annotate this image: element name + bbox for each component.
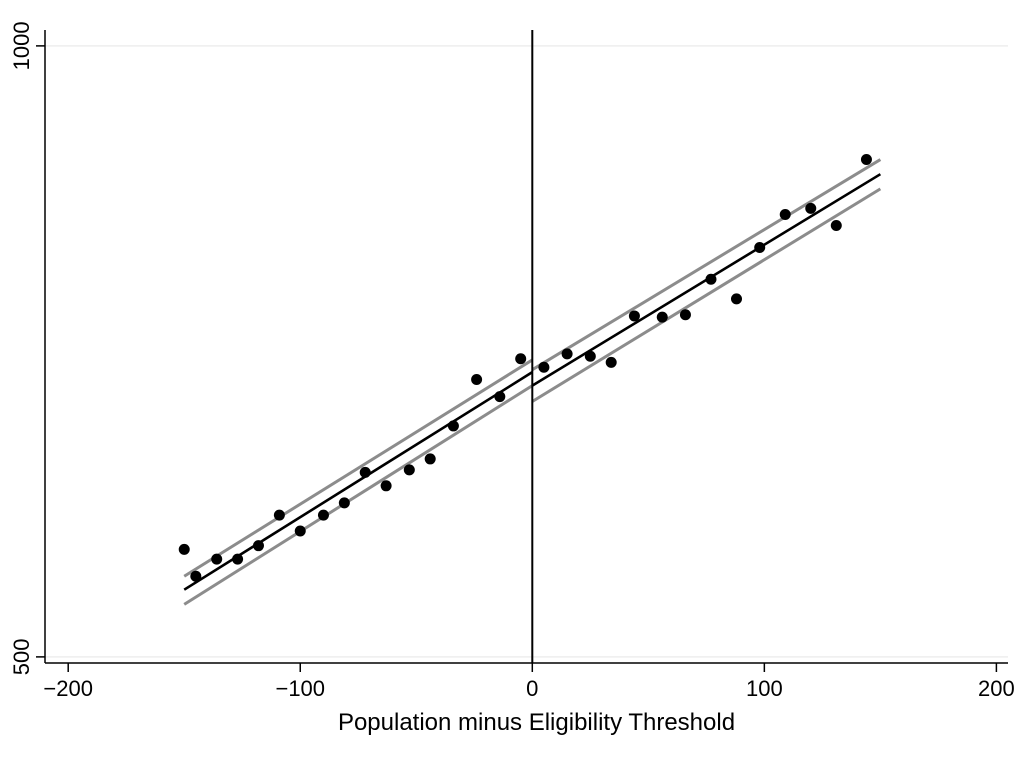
- x-tick-label-0: −200: [43, 676, 93, 701]
- ci-line-right-upper: [531, 158, 882, 372]
- data-point-0: [178, 543, 190, 555]
- data-point-11: [403, 464, 415, 476]
- data-point-13: [447, 420, 459, 432]
- tick-labels: −200 −100 0 100 200 500 1000: [9, 21, 1015, 701]
- data-point-15: [494, 391, 506, 403]
- data-point-12: [424, 453, 436, 465]
- data-point-21: [628, 310, 640, 322]
- data-point-14: [471, 373, 483, 385]
- data-point-17: [538, 361, 550, 373]
- data-point-6: [294, 525, 306, 537]
- data-point-27: [779, 209, 791, 221]
- data-point-22: [656, 311, 668, 323]
- x-tick-label-1: −100: [275, 676, 325, 701]
- y-tick-label-0: 500: [9, 639, 34, 676]
- data-point-23: [679, 309, 691, 321]
- data-point-28: [805, 202, 817, 214]
- data-point-9: [359, 466, 371, 478]
- x-tick-label-4: 200: [978, 676, 1015, 701]
- scatter-points: [178, 154, 872, 582]
- data-point-1: [190, 570, 202, 582]
- data-point-30: [860, 154, 872, 166]
- data-point-26: [754, 242, 766, 254]
- x-axis-title: Population minus Eligibility Threshold: [338, 709, 735, 736]
- data-point-19: [584, 350, 596, 362]
- ci-line-left-upper: [183, 358, 534, 578]
- data-point-16: [515, 353, 527, 365]
- x-tick-label-2: 0: [526, 676, 538, 701]
- data-point-29: [830, 220, 842, 232]
- data-point-4: [252, 540, 264, 552]
- data-point-20: [605, 356, 617, 368]
- confidence-bands: [183, 158, 882, 606]
- axes: [36, 30, 1008, 672]
- data-point-10: [380, 480, 392, 492]
- data-point-25: [731, 293, 743, 305]
- ci-line-right-lower: [531, 187, 882, 403]
- fit-line-left: [183, 371, 533, 591]
- x-tick-label-3: 100: [746, 676, 783, 701]
- data-point-24: [705, 273, 717, 285]
- data-point-3: [232, 553, 244, 565]
- data-point-2: [211, 553, 223, 565]
- y-tick-label-1: 1000: [9, 21, 34, 70]
- ci-line-left-lower: [183, 384, 534, 606]
- data-point-5: [273, 509, 285, 521]
- data-point-7: [317, 509, 329, 521]
- data-point-18: [561, 348, 573, 360]
- data-point-8: [338, 497, 350, 509]
- grid-lines: [45, 45, 1008, 658]
